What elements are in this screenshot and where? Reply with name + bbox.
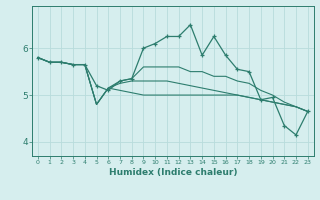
X-axis label: Humidex (Indice chaleur): Humidex (Indice chaleur) [108, 168, 237, 177]
